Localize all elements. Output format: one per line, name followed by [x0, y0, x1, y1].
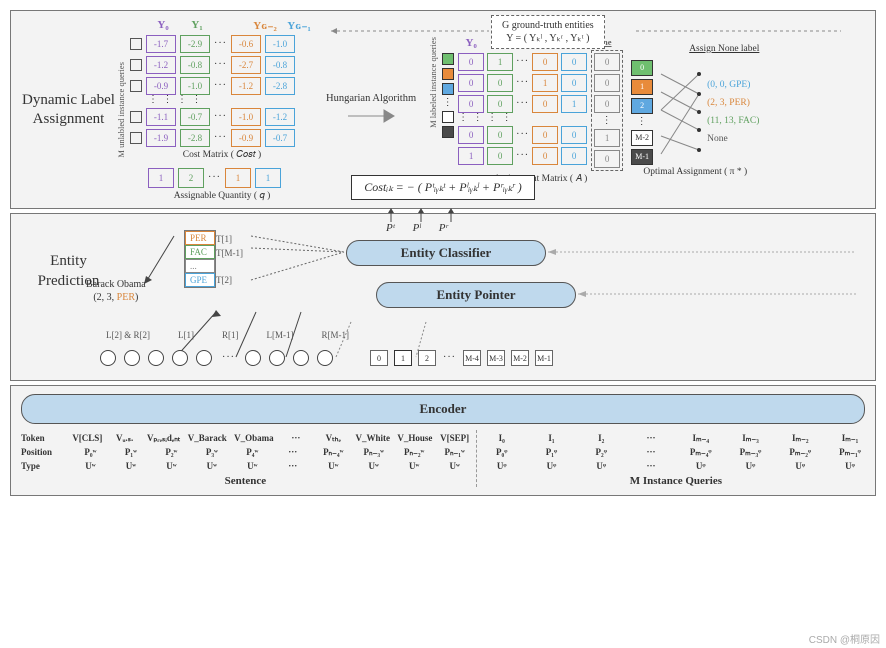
assign-none-label: Assign None label: [631, 44, 759, 54]
optimal-assignment: 0 1 2 ⋮ M-2 M-1 (0, 0, GPE) (2, 3,: [631, 60, 759, 165]
ground-truth-box: G ground-truth entities Y = ( Yₖˡ , Yₖʳ …: [491, 15, 605, 49]
assignable-q: 1 2 ··· 1 1: [148, 168, 314, 188]
panel-ep: Entity Prediction PᵗPˡPʳ Entity Classifi…: [10, 213, 876, 381]
example-output: Barack Obama (2, 3, PER): [86, 278, 146, 304]
encoder-box: Encoder: [21, 394, 865, 424]
vert-label-labeled: M labeled instance queries: [428, 37, 438, 128]
cost-matrix: Y₀ Y₁ · Yɢ₋₂ Yɢ₋₁ -1.7 -2.9 ··· -0.6 -1.…: [130, 19, 314, 201]
q-caption: Assignable Quantity ( 𝑞 ): [130, 190, 314, 201]
bipartite-edges: [659, 64, 701, 160]
panel-dla: Dynamic Label Assignment M unlabled inst…: [10, 10, 876, 209]
assign-query-colors: ⋮: [442, 53, 454, 138]
panel-encoder: Encoder Token V[CLS]Vᵤ.ₛ.Vₚᵣₑₛᵢdₑₙₜ V_Ba…: [10, 385, 876, 496]
vert-label-unlabeled: M unlabled instance queries: [116, 62, 126, 158]
watermark: CSDN @桐原因: [809, 631, 880, 646]
cost-matrix-header: Y₀ Y₁ · Yɢ₋₂ Yɢ₋₁: [148, 19, 314, 32]
cost-formula: Costᵢₖ = − ( Pᵗᵢᵧₖᵗ + Pˡᵢᵧₖˡ + Pʳᵢᵧₖʳ ): [351, 175, 534, 200]
entity-tag-table: PER FAC ... GPE: [184, 230, 216, 288]
assign-matrix: Y₀ Y₁ · Yɢ₋₂ Yɢ₋₁ None 0 1 ··· 0 0 0 0 ·…: [458, 37, 623, 184]
opt-caption: Optimal Assignment ( π * ): [631, 167, 759, 177]
none-column: 0 0 0 ⋮ 1 0: [591, 50, 623, 171]
section-label-dla: Dynamic Label Assignment: [21, 91, 116, 130]
hungarian-arrow: Hungarian Algorithm: [326, 93, 416, 128]
entity-classifier: Entity Classifier: [346, 240, 546, 266]
cost-caption: Cost Matrix ( 𝐶𝑜𝑠𝑡 ): [130, 149, 314, 160]
entity-pointer: Entity Pointer: [376, 282, 576, 308]
